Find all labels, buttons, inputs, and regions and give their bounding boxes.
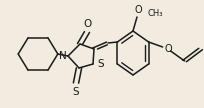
Text: N: N [59,51,67,61]
Text: S: S [97,59,104,69]
Text: CH₃: CH₃ [147,9,163,17]
Text: O: O [84,19,92,29]
Text: O: O [165,44,172,54]
Text: O: O [134,5,142,15]
Text: S: S [73,87,79,97]
